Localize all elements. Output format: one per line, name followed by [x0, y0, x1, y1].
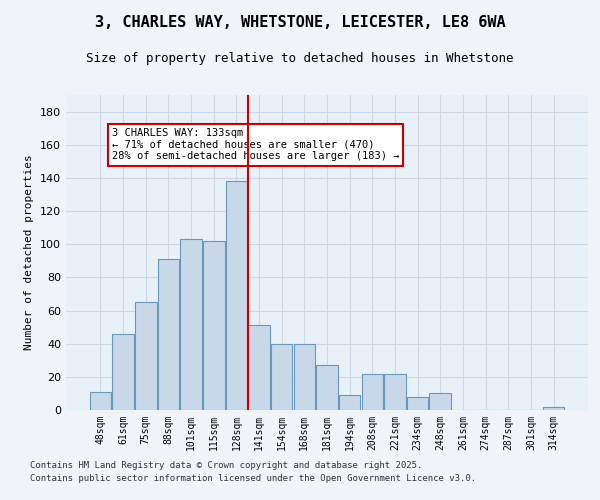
Bar: [384, 374, 406, 410]
Bar: [271, 344, 292, 410]
Bar: [430, 394, 451, 410]
Bar: [293, 344, 315, 410]
Bar: [362, 374, 383, 410]
Text: 3, CHARLES WAY, WHETSTONE, LEICESTER, LE8 6WA: 3, CHARLES WAY, WHETSTONE, LEICESTER, LE…: [95, 15, 505, 30]
Bar: [226, 181, 247, 410]
Text: 3 CHARLES WAY: 133sqm
← 71% of detached houses are smaller (470)
28% of semi-det: 3 CHARLES WAY: 133sqm ← 71% of detached …: [112, 128, 400, 162]
Text: Contains public sector information licensed under the Open Government Licence v3: Contains public sector information licen…: [30, 474, 476, 483]
Bar: [158, 259, 179, 410]
Bar: [90, 392, 111, 410]
Bar: [112, 334, 134, 410]
Bar: [135, 302, 157, 410]
Bar: [339, 395, 361, 410]
Bar: [248, 326, 270, 410]
Text: Size of property relative to detached houses in Whetstone: Size of property relative to detached ho…: [86, 52, 514, 65]
Text: Contains HM Land Registry data © Crown copyright and database right 2025.: Contains HM Land Registry data © Crown c…: [30, 460, 422, 469]
Bar: [181, 239, 202, 410]
Bar: [316, 365, 338, 410]
Bar: [203, 241, 224, 410]
Bar: [543, 406, 564, 410]
Y-axis label: Number of detached properties: Number of detached properties: [25, 154, 34, 350]
Bar: [407, 396, 428, 410]
